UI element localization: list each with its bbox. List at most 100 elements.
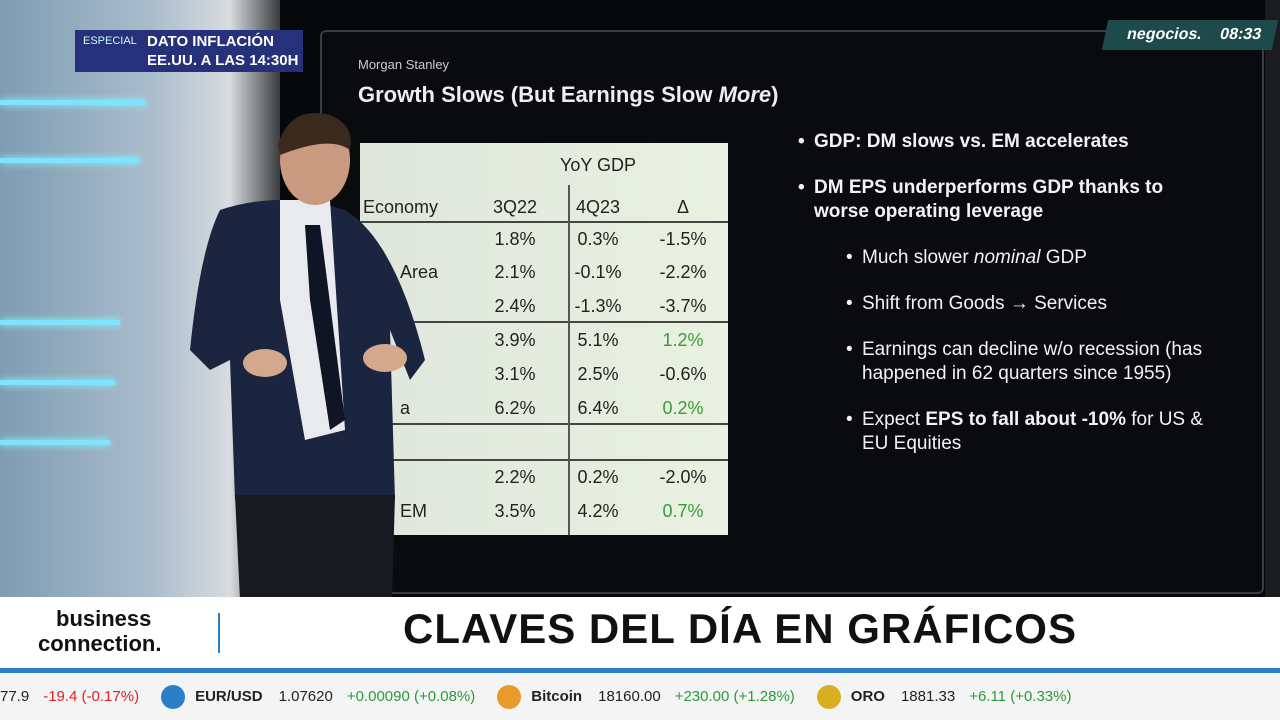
show-name: connection. <box>38 631 162 656</box>
bullet: DM EPS underperforms GDP thanks to worse… <box>798 176 1210 224</box>
neon-light <box>0 440 110 445</box>
ticker-icon <box>497 684 522 709</box>
slide-title: Growth Slows (But Earnings Slow More) <box>358 82 778 108</box>
table-rule <box>360 221 728 223</box>
channel-name: negocios. <box>1125 26 1204 43</box>
ticker-value: 18160.00 <box>598 688 661 705</box>
group-header: YoY GDP <box>559 155 637 175</box>
table-cell: 6.2% <box>494 398 536 418</box>
ticker-name: ORO <box>850 688 885 705</box>
table-cell: 2.1% <box>494 262 536 282</box>
table-cell: 0.7% <box>662 501 704 521</box>
bullet-text: Much slower <box>862 247 974 268</box>
table-cell: 2.5% <box>577 364 619 384</box>
row-label: EM <box>400 501 427 521</box>
bullet-text: GDP <box>1040 247 1087 268</box>
ticker-value: 1.07620 <box>278 688 333 705</box>
bullet: Shift from Goods → Services <box>846 292 1210 316</box>
column-header: 3Q22 <box>492 197 538 217</box>
headline: CLAVES DEL DÍA EN GRÁFICOS <box>403 605 1077 652</box>
show-logo: business connection. <box>38 606 161 656</box>
table-cell: -0.6% <box>659 364 707 384</box>
ticker-value: 1881.33 <box>900 688 956 705</box>
badge-headline: EE.UU. A LAS 14:30H <box>147 52 299 69</box>
bullet-text: DM EPS underperforms GDP thanks to worse… <box>814 177 1164 222</box>
divider <box>218 613 220 653</box>
hair <box>278 113 351 155</box>
bullet-text: for US & EU Equities <box>862 409 1204 454</box>
bullet: GDP: DM slows vs. EM accelerates <box>798 130 1210 154</box>
gdp-table: YoY GDP Economy 3Q22 4Q23 Δ 1.8% 0.3% -1.5% Area… <box>360 143 728 535</box>
row-label: Area <box>400 262 439 282</box>
ticker-change: +230.00 (+1.28%) <box>674 688 795 705</box>
table-cell: 1.8% <box>494 229 536 249</box>
bullet: Expect EPS to fall about -10% for US & E… <box>846 408 1210 456</box>
presenter <box>190 113 425 600</box>
table-cell: -1.5% <box>659 229 707 249</box>
column-header: Δ <box>676 197 690 217</box>
neon-light <box>0 320 120 325</box>
channel-bug: negocios. 08:33 <box>1101 20 1279 50</box>
bullet-text: Earnings can decline w/o recession (has … <box>862 339 1203 384</box>
title-text: ) <box>771 82 779 107</box>
table-cell: -1.3% <box>574 296 622 316</box>
table-rule <box>360 423 728 425</box>
table-cell: 3.1% <box>494 364 536 384</box>
table-cell: 0.2% <box>662 398 704 418</box>
bullet-text: EPS to fall about -10% <box>925 409 1126 430</box>
row-label: a <box>400 398 411 418</box>
show-name: business <box>56 606 152 631</box>
table-column-rule <box>568 185 570 535</box>
market-ticker: 77.9 -19.4 (-0.17%) EUR/USD 1.07620 +0.00090… <box>0 673 1280 720</box>
ticker-item: 77.9 -19.4 (-0.17%) <box>0 688 139 705</box>
special-badge: ESPECIAL DATO INFLACIÓN EE.UU. A LAS 14:… <box>75 30 303 72</box>
table-cell: 2.2% <box>494 467 536 487</box>
ticker-name: EUR/USD <box>195 688 263 705</box>
clock: 08:33 <box>1218 26 1263 43</box>
ticker-value: 77.9 <box>0 688 30 705</box>
table-rule <box>360 321 728 323</box>
hand <box>363 344 407 372</box>
title-emphasis: More <box>718 82 772 107</box>
neon-light <box>0 380 115 385</box>
column-header: 4Q23 <box>575 197 621 217</box>
title-text: Growth Slows (But Earnings Slow <box>358 82 719 107</box>
table-cell: 4.2% <box>577 501 619 521</box>
badge-headline: DATO INFLACIÓN <box>147 33 274 50</box>
ticker-icon <box>816 684 841 709</box>
table-cell: -2.0% <box>659 467 707 487</box>
hand <box>243 349 287 377</box>
ticker-item: EUR/USD 1.07620 +0.00090 (+0.08%) <box>161 684 476 709</box>
table-cell: 3.9% <box>494 330 536 350</box>
table-cell: 2.4% <box>494 296 536 316</box>
bullet-list: GDP: DM slows vs. EM accelerates DM EPS u… <box>790 130 1210 478</box>
table-cell: -3.7% <box>659 296 707 316</box>
table-cell: -0.1% <box>574 262 622 282</box>
lower-third <box>0 597 1280 669</box>
bullet-text: nominal <box>973 247 1041 268</box>
neon-light <box>0 100 145 105</box>
badge-label: ESPECIAL <box>83 35 137 47</box>
ticker-change: -19.4 (-0.17%) <box>43 688 140 705</box>
table-cell: 5.1% <box>577 330 619 350</box>
neon-light <box>0 158 140 163</box>
table-cell: 0.2% <box>577 467 619 487</box>
bullet-text: GDP: DM slows vs. EM accelerates <box>814 131 1129 152</box>
bullet: Earnings can decline w/o recession (has … <box>846 338 1210 386</box>
table-cell: 6.4% <box>577 398 619 418</box>
ticker-item: Bitcoin 18160.00 +230.00 (+1.28%) <box>497 684 795 709</box>
table-cell: 3.5% <box>494 501 536 521</box>
trousers <box>235 495 395 600</box>
table-rule <box>360 459 728 461</box>
column-header: Economy <box>363 197 439 217</box>
ticker-change: +0.00090 (+0.08%) <box>346 688 476 705</box>
table-cell: -2.2% <box>659 262 707 282</box>
bullet: Much slower nominal GDP <box>846 246 1210 270</box>
slide-brand: Morgan Stanley <box>358 57 450 72</box>
ticker-name: Bitcoin <box>531 688 583 705</box>
ticker-item: ORO 1881.33 +6.11 (+0.33%) <box>816 684 1071 709</box>
accent-bar <box>0 668 1280 673</box>
bullet-text: Expect <box>862 409 926 430</box>
table-cell: 0.3% <box>577 229 619 249</box>
